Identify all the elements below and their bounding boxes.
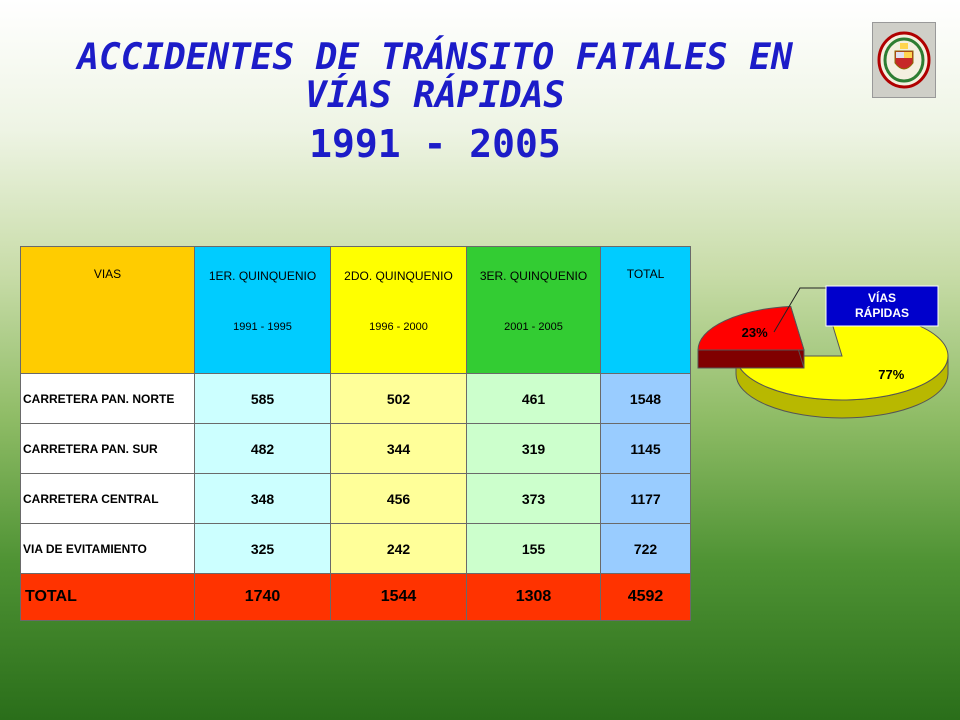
header-quinquenio-2-label: 2DO. QUINQUENIO	[344, 269, 453, 283]
cell-value: 482	[194, 423, 331, 474]
header-total-label: TOTAL	[626, 267, 665, 281]
row-name: VIA DE EVITAMIENTO	[20, 523, 195, 574]
header-quinquenio-3-period: 2001 - 2005	[504, 321, 563, 333]
cell-total: 1145	[600, 423, 691, 474]
cell-total: 1548	[600, 373, 691, 424]
pie-slice-label: 23%	[742, 325, 768, 340]
header-quinquenio-1-label: 1ER. QUINQUENIO	[208, 269, 317, 283]
total-cell-value: 1740	[194, 573, 331, 621]
cell-total: 722	[600, 523, 691, 574]
cell-value: 325	[194, 523, 331, 574]
total-row-name: TOTAL	[20, 573, 195, 621]
row-name: CARRETERA CENTRAL	[20, 473, 195, 524]
header-quinquenio-2-period: 1996 - 2000	[369, 321, 428, 333]
total-cell-value: 1544	[330, 573, 467, 621]
cell-value: 456	[330, 473, 467, 524]
table-header-row: VIAS 1ER. QUINQUENIO 1991 - 1995 2DO. QU…	[20, 246, 691, 374]
row-name: CARRETERA PAN. SUR	[20, 423, 195, 474]
cell-value: 585	[194, 373, 331, 424]
callout-text: VÍAS	[868, 290, 896, 305]
pie-slice	[735, 311, 949, 419]
table-row: VIA DE EVITAMIENTO 325 242 155 722	[20, 523, 691, 574]
cell-value: 461	[466, 373, 601, 424]
header-quinquenio-2: 2DO. QUINQUENIO 1996 - 2000	[330, 246, 467, 374]
accidents-table: VIAS 1ER. QUINQUENIO 1991 - 1995 2DO. QU…	[20, 246, 691, 621]
header-total: TOTAL	[600, 246, 691, 374]
row-name: CARRETERA PAN. NORTE	[20, 373, 195, 424]
callout-text: RÁPIDAS	[855, 305, 909, 320]
pie-slice	[697, 305, 805, 369]
cell-total: 1177	[600, 473, 691, 524]
cell-value: 502	[330, 373, 467, 424]
header-quinquenio-1: 1ER. QUINQUENIO 1991 - 1995	[194, 246, 331, 374]
callout-box	[825, 285, 939, 327]
page-title-line2: VÍAS RÁPIDAS	[304, 75, 566, 116]
cell-value: 373	[466, 473, 601, 524]
header-quinquenio-1-period: 1991 - 1995	[233, 321, 292, 333]
table-row: CARRETERA PAN. SUR 482 344 319 1145	[20, 423, 691, 474]
header-vias: VIAS	[20, 246, 195, 374]
cell-value: 319	[466, 423, 601, 474]
header-quinquenio-3: 3ER. QUINQUENIO 2001 - 2005	[466, 246, 601, 374]
header-quinquenio-3-label: 3ER. QUINQUENIO	[479, 269, 588, 283]
cell-value: 155	[466, 523, 601, 574]
page-title-line1: ACCIDENTES DE TRÁNSITO FATALES EN	[77, 37, 793, 78]
cell-value: 344	[330, 423, 467, 474]
cell-value: 348	[194, 473, 331, 524]
pie-slice-label: 77%	[878, 367, 904, 382]
header-vias-label: VIAS	[93, 267, 122, 281]
callout-line	[773, 287, 826, 333]
page-title-years: 1991 - 2005	[309, 122, 561, 166]
table-total-row: TOTAL 1740 1544 1308 4592	[20, 573, 691, 621]
cell-value: 242	[330, 523, 467, 574]
table-row: CARRETERA PAN. NORTE 585 502 461 1548	[20, 373, 691, 424]
table-row: CARRETERA CENTRAL 348 456 373 1177	[20, 473, 691, 524]
total-cell-value: 1308	[466, 573, 601, 621]
total-cell-grand: 4592	[600, 573, 691, 621]
coat-of-arms-logo	[872, 22, 936, 98]
